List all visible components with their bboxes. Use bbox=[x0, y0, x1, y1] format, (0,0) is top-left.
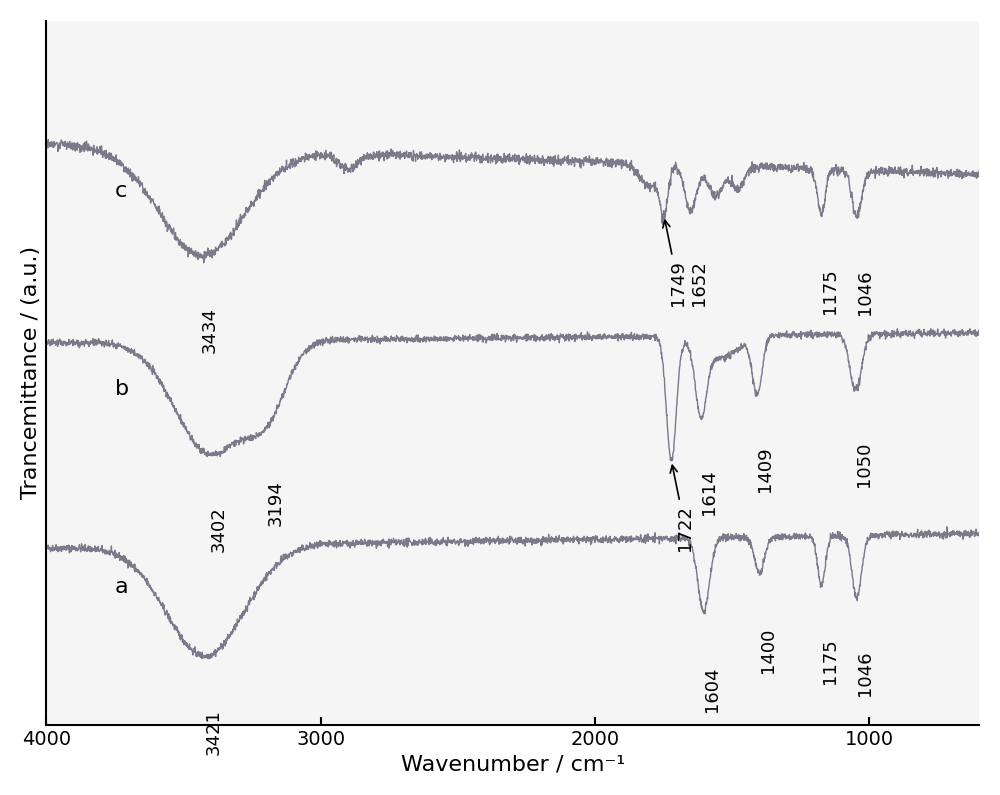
Text: 3434: 3434 bbox=[201, 308, 219, 354]
Text: 1604: 1604 bbox=[703, 666, 721, 712]
Text: a: a bbox=[115, 576, 129, 597]
Text: b: b bbox=[115, 378, 129, 399]
Text: 1400: 1400 bbox=[759, 628, 777, 673]
Text: 1175: 1175 bbox=[821, 638, 839, 684]
Text: 1046: 1046 bbox=[856, 270, 874, 315]
Text: 3421: 3421 bbox=[204, 709, 222, 754]
Text: c: c bbox=[115, 180, 127, 201]
Text: 1722: 1722 bbox=[670, 465, 694, 551]
Text: 1409: 1409 bbox=[756, 446, 774, 491]
Text: 3194: 3194 bbox=[267, 480, 285, 526]
Text: 3402: 3402 bbox=[210, 506, 228, 552]
X-axis label: Wavenumber / cm⁻¹: Wavenumber / cm⁻¹ bbox=[401, 754, 625, 774]
Text: 1175: 1175 bbox=[821, 268, 839, 313]
Text: 1652: 1652 bbox=[690, 260, 708, 306]
Text: 1614: 1614 bbox=[700, 470, 718, 515]
Text: 1046: 1046 bbox=[856, 650, 874, 696]
Text: 1050: 1050 bbox=[855, 442, 873, 487]
Y-axis label: Trancemittance / (a.u.): Trancemittance / (a.u.) bbox=[21, 246, 41, 499]
Text: 1749: 1749 bbox=[663, 220, 687, 305]
